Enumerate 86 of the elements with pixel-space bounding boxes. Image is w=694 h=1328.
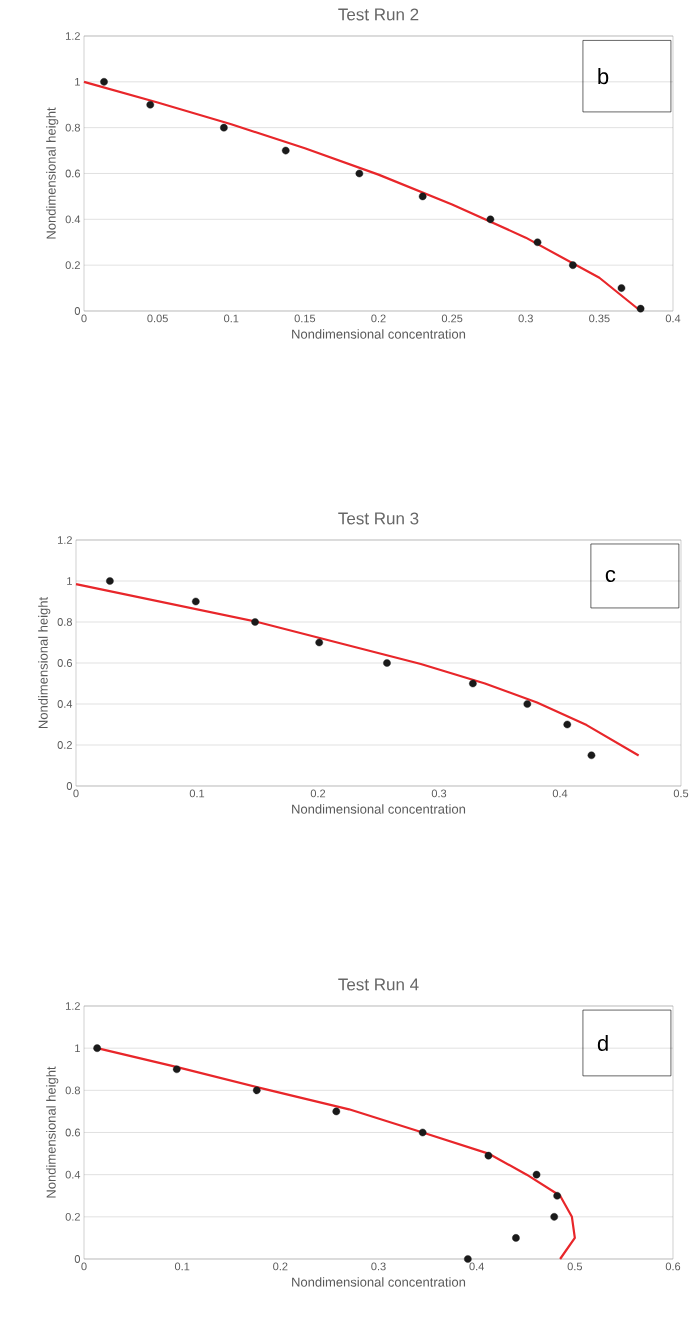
point [469,679,477,688]
point [355,169,364,178]
x-tick-label: 0.1 [189,789,205,798]
y-tick-label: 0.8 [65,123,80,132]
y-tick-label: 0.6 [57,659,72,667]
x-tick-label: 0.3 [431,789,447,798]
y-tick-label: 0.6 [65,169,80,178]
point [550,1213,559,1221]
x-tick-label: 0.05 [147,314,168,323]
x-tick-label: 0 [81,1262,87,1271]
point [512,1234,520,1242]
annotation: b [598,68,609,85]
y-tick-label: 0.2 [65,1212,80,1221]
chart-title: Test Run 3 [338,512,419,525]
point [636,304,645,313]
x-axis-title: Nondimensional concentration [292,329,466,339]
point [106,577,114,585]
annotation: d [597,1034,608,1052]
x-axis-title: Nondimensional concentration [292,804,466,814]
y-tick-label: 0.2 [57,741,72,749]
x-tick-label: 0 [81,314,87,323]
y-tick-label: 0.8 [65,1086,80,1095]
point [418,192,427,201]
annotation: c [605,569,616,582]
x-axis-title: Nondimensional concentration [292,1277,466,1287]
x-tick-label: 0.4 [469,1262,484,1271]
point [532,1170,541,1179]
y-tick-label: 1 [67,577,72,585]
point [553,1191,561,1200]
y-tick-label: 0.6 [65,1128,80,1137]
point [332,1107,341,1116]
y-tick-label: 0.2 [65,261,80,270]
x-tick-label: 0.5 [567,1262,583,1271]
point [486,215,495,224]
x-tick-label: 0.5 [673,789,689,798]
point [172,1065,181,1074]
x-tick-label: 0.3 [371,1262,386,1271]
y-axis-title: Nondimensional height [46,1066,59,1198]
x-tick-label: 0.2 [371,314,386,323]
y-axis-title: Nondimensional height [46,107,59,239]
point [146,100,155,109]
point [484,1151,493,1160]
point [523,700,532,708]
y-tick-label: 0.4 [65,215,81,224]
point [617,284,626,292]
line-series [74,582,640,757]
y-tick-label: 0 [74,1255,81,1263]
point [563,720,572,729]
y-tick-label: 0.8 [57,618,72,626]
y-axis-title: Nondimensional height [38,597,51,729]
y-tick-label: 0.4 [65,1170,81,1179]
y-tick-label: 1.2 [66,32,80,40]
y-tick-label: 0 [66,782,73,790]
x-tick-label: 0.1 [174,1262,190,1271]
point [587,751,596,760]
y-tick-label: 1.2 [66,1002,80,1010]
point [100,78,108,86]
point [569,261,577,269]
x-tick-label: 0.35 [589,314,610,323]
x-tick-label: 0.3 [518,314,533,323]
point [383,659,391,667]
point [533,238,542,247]
point [251,618,259,626]
y-tick-label: 0 [74,307,81,315]
y-tick-label: 1.2 [58,536,72,544]
point [418,1128,427,1137]
point [464,1255,472,1263]
x-tick-label: 0.1 [224,314,239,323]
point [220,123,228,132]
x-tick-label: 0.25 [441,314,463,323]
x-tick-label: 0.15 [294,314,316,323]
y-tick-label: 1 [75,1044,80,1052]
point [191,597,200,606]
x-tick-label: 0.2 [273,1262,288,1271]
y-tick-label: 1 [75,78,80,86]
point [281,146,290,155]
point [93,1044,101,1052]
x-tick-label: 0.2 [310,789,326,798]
y-tick-label: 0.4 [57,700,73,708]
chart-title: Test Run 4 [338,978,419,991]
chart-title: Test Run 2 [338,8,419,21]
point [315,638,324,647]
point [252,1086,261,1095]
x-tick-label: 0.6 [665,1262,681,1271]
x-tick-label: 0.4 [665,314,681,323]
x-tick-label: 0.4 [552,789,568,798]
